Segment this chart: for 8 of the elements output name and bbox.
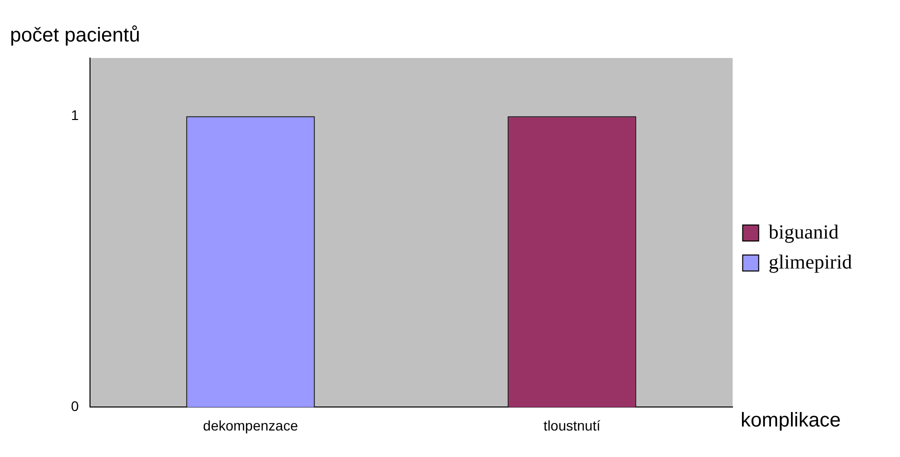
legend-label: biguanid: [768, 221, 839, 244]
x-tick-label: dekompenzace: [203, 417, 298, 434]
legend-label: glimepirid: [768, 251, 852, 274]
x-tick-label: tloustnutí: [544, 417, 600, 434]
y-tick-label: 0: [70, 398, 79, 414]
y-axis-title: počet pacientů: [10, 24, 140, 47]
y-tick-label: 1: [70, 107, 79, 124]
x-axis-title: komplikace: [740, 410, 841, 432]
